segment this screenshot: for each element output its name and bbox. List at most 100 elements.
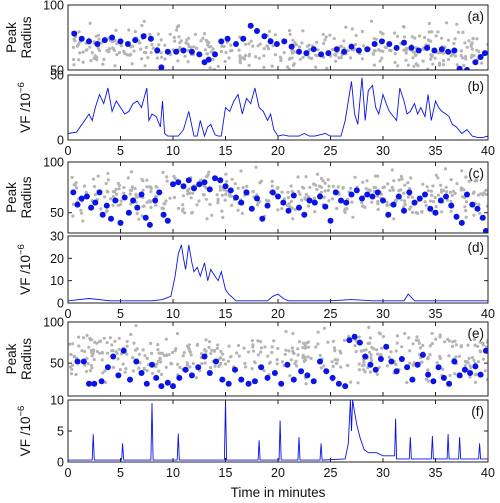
gray-sample — [288, 374, 292, 378]
gray-sample — [94, 34, 98, 38]
gray-sample — [164, 199, 168, 203]
gray-sample — [283, 352, 287, 356]
gray-sample — [230, 194, 234, 198]
gray-sample — [380, 346, 384, 350]
gray-sample — [85, 333, 89, 337]
gray-sample — [402, 35, 407, 39]
gray-sample — [417, 341, 421, 345]
data-point — [275, 193, 281, 200]
gray-sample — [322, 195, 326, 199]
gray-sample — [203, 48, 207, 52]
gray-sample — [295, 364, 299, 368]
gray-sample — [199, 39, 203, 43]
gray-sample — [223, 198, 227, 202]
gray-sample — [369, 358, 374, 363]
gray-sample — [113, 339, 117, 343]
data-point — [306, 197, 313, 204]
gray-sample — [93, 193, 97, 197]
gray-sample — [79, 208, 83, 212]
gray-sample — [484, 192, 488, 196]
y-axis-title-line2: Radius — [19, 16, 34, 58]
gray-sample — [154, 185, 158, 189]
data-point — [196, 181, 203, 188]
gray-sample — [433, 195, 437, 200]
gray-sample — [385, 364, 389, 368]
gray-sample — [89, 363, 93, 367]
data-point — [101, 37, 108, 44]
gray-sample — [81, 60, 85, 64]
gray-sample — [298, 57, 302, 61]
gray-sample — [434, 34, 438, 38]
gray-sample — [129, 332, 133, 337]
data-point — [374, 189, 381, 196]
gray-sample — [77, 335, 81, 339]
data-point — [264, 202, 271, 209]
data-point — [104, 364, 111, 371]
gray-sample — [140, 23, 144, 28]
gray-sample — [456, 30, 460, 34]
gray-sample — [115, 53, 119, 57]
gray-sample — [278, 55, 282, 59]
data-point — [390, 201, 397, 208]
gray-sample — [262, 54, 266, 58]
gray-sample — [393, 198, 397, 203]
data-point — [201, 179, 208, 186]
gray-sample — [150, 351, 154, 355]
data-point — [108, 215, 114, 222]
gray-sample — [412, 64, 416, 68]
gray-sample — [203, 361, 207, 365]
gray-sample — [328, 33, 332, 37]
gray-sample — [97, 33, 101, 37]
x-tick-label: 40 — [481, 307, 495, 321]
gray-sample — [449, 178, 453, 182]
gray-sample — [464, 215, 468, 219]
gray-sample — [415, 335, 419, 339]
gray-sample — [111, 349, 115, 353]
gray-sample — [114, 192, 119, 196]
data-point — [117, 38, 124, 45]
gray-sample — [484, 188, 488, 192]
gray-sample — [227, 56, 231, 60]
gray-sample — [212, 349, 217, 353]
data-point — [438, 46, 445, 53]
gray-sample — [441, 51, 445, 55]
gray-sample — [145, 185, 149, 189]
gray-sample — [372, 49, 376, 53]
gray-sample — [464, 57, 468, 61]
gray-sample — [482, 191, 486, 195]
gray-sample — [343, 209, 347, 213]
gray-sample — [333, 348, 337, 352]
gray-sample — [353, 344, 357, 348]
gray-sample — [301, 29, 305, 33]
gray-sample — [149, 341, 153, 345]
gray-sample — [252, 349, 256, 353]
gray-sample — [149, 50, 153, 55]
gray-sample — [427, 21, 431, 26]
data-point — [153, 374, 160, 381]
data-point — [355, 47, 362, 54]
gray-sample — [361, 180, 365, 184]
gray-sample — [287, 29, 292, 33]
gray-sample — [405, 380, 409, 385]
gray-sample — [414, 62, 418, 66]
gray-sample — [455, 182, 459, 186]
gray-sample — [404, 51, 408, 55]
data-point — [243, 189, 250, 196]
panel-f: 0 5 10 (f) VF /10−6 — [16, 394, 489, 470]
gray-sample — [225, 189, 229, 193]
gray-sample — [410, 210, 415, 214]
data-point — [482, 228, 488, 233]
gray-sample — [77, 58, 81, 62]
gray-sample — [208, 66, 212, 70]
data-point — [427, 205, 434, 212]
gray-sample — [367, 350, 372, 354]
gray-sample — [406, 181, 410, 185]
gray-sample — [287, 349, 291, 353]
data-point — [378, 38, 385, 45]
y-tick-label: 30 — [50, 230, 64, 244]
gray-sample — [323, 189, 327, 193]
gray-sample — [378, 59, 382, 63]
y-axis-title-line1: Peak — [4, 343, 19, 374]
gray-sample — [191, 361, 195, 366]
x-tick-label: 15 — [219, 144, 233, 158]
